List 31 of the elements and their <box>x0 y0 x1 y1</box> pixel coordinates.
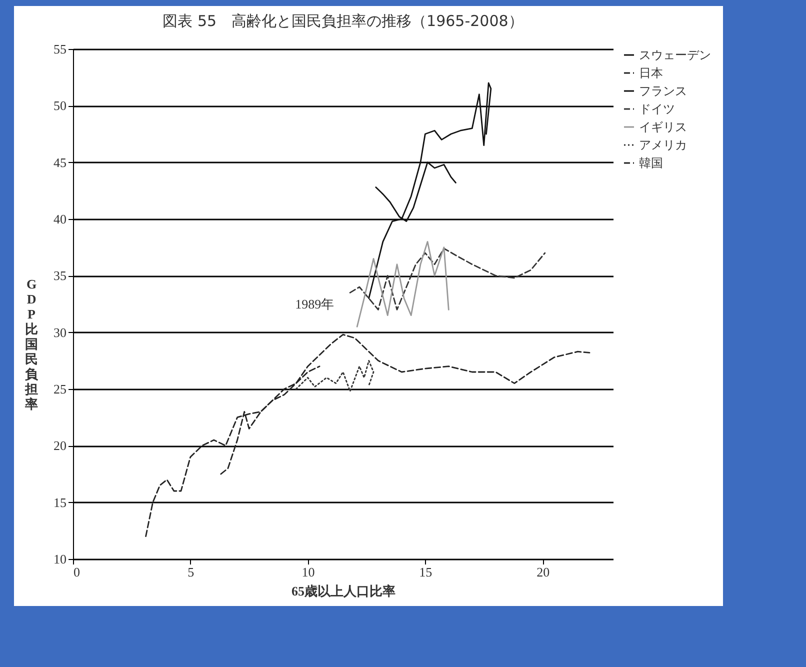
x-tick-label: 15 <box>419 564 432 580</box>
legend-label: フランス <box>639 84 687 98</box>
text: GDP比国民負担率 <box>25 276 38 412</box>
x-tick-label: 0 <box>74 564 80 580</box>
y-tick-label: 20 <box>54 438 66 454</box>
line-series <box>356 240 450 328</box>
y-tick-label: 15 <box>54 494 66 510</box>
y-tick-label: 25 <box>54 382 66 396</box>
x-tick-label: 10 <box>302 564 315 580</box>
annotation: 1989年 <box>295 296 334 312</box>
legend-label: スウェーデン <box>639 48 711 62</box>
y-tick-label: 10 <box>54 552 66 566</box>
chart-title: 図表 55 高齢化と国民負担率の推移（1965-2008） <box>162 12 524 30</box>
legend-label: アメリカ <box>639 138 687 152</box>
y-tick-label: 35 <box>54 268 66 284</box>
y-tick-label: 45 <box>54 154 66 170</box>
x-tick-label: 5 <box>188 564 194 580</box>
x-axis-title: 65歳以上人口比率 <box>292 584 396 598</box>
y-tick-label: 50 <box>54 98 66 114</box>
y-tick-label: 30 <box>54 324 66 340</box>
legend-label: 日本 <box>639 66 663 80</box>
legend-label: ドイツ <box>639 102 675 116</box>
legend-label: イギリス <box>639 120 687 134</box>
y-tick-label: 55 <box>54 42 66 56</box>
x-tick-label: 20 <box>536 564 550 580</box>
y-tick-label: 40 <box>54 212 66 226</box>
line-series <box>368 82 492 300</box>
line-series <box>295 360 374 392</box>
line-series <box>375 162 456 222</box>
legend-label: 韓国 <box>639 156 663 170</box>
line-series <box>349 248 546 310</box>
